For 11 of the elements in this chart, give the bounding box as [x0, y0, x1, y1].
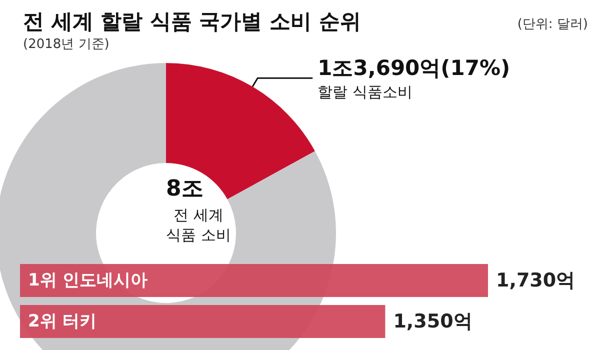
chart-subtitle: (2018년 기준): [23, 37, 110, 52]
slice-label: 할랄 식품소비: [318, 83, 412, 102]
text: 8조: [166, 176, 204, 202]
data-label: 1,730억: [496, 270, 576, 292]
y-tick-label: 1위 인도네시아: [28, 270, 148, 290]
chart-title: 전 세계 할랄 식품 국가별 소비 순위: [23, 10, 361, 34]
text: 전 세계 식품 소비: [166, 206, 231, 244]
text: (단위: 달러): [517, 17, 588, 32]
y-tick-label: 2위 터키: [28, 312, 97, 332]
data-label: 1,350억: [393, 310, 472, 332]
data-label: 1조3,690억(17%): [318, 56, 510, 80]
